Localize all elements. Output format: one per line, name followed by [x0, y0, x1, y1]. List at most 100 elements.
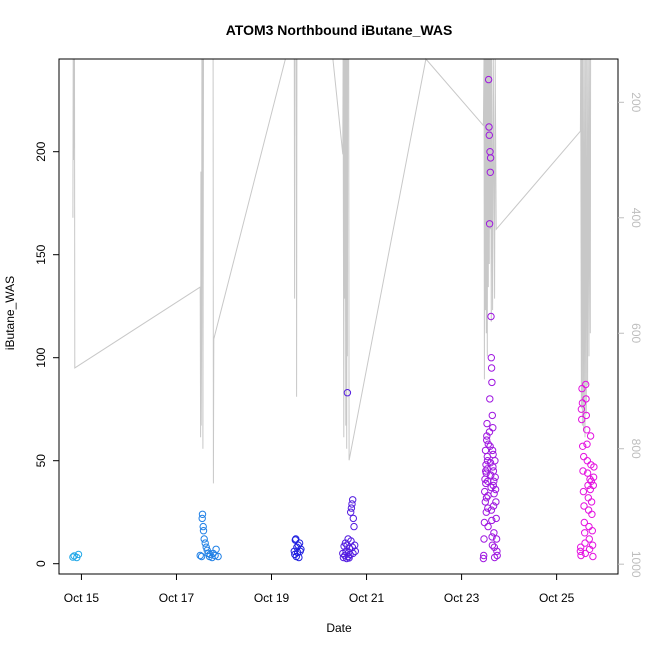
- data-point: [481, 487, 489, 496]
- x-tick-label: Oct 21: [349, 591, 385, 605]
- data-point: [200, 535, 208, 543]
- y-tick-label: 150: [34, 244, 48, 264]
- data-point: [492, 498, 500, 506]
- data-point: [588, 527, 596, 535]
- data-point: [485, 123, 493, 131]
- right-tick-label: 1000: [629, 551, 643, 578]
- data-point: [577, 543, 585, 551]
- data-point: [580, 452, 588, 461]
- data-point: [481, 498, 489, 506]
- data-point: [484, 504, 492, 512]
- data-point: [590, 463, 598, 471]
- data-point: [212, 545, 220, 553]
- data-point: [487, 354, 495, 362]
- data-point: [582, 380, 590, 389]
- data-point: [586, 475, 594, 483]
- data-point: [486, 168, 494, 177]
- data-point: [589, 481, 597, 490]
- data-point: [197, 552, 206, 561]
- data-point: [480, 535, 488, 543]
- data-point: [490, 543, 498, 551]
- data-point: [588, 541, 597, 549]
- data-point: [493, 551, 501, 560]
- x-tick-label: Oct 19: [254, 591, 290, 605]
- data-point: [492, 514, 500, 523]
- right-axis: 200 400 600 800 1000: [618, 92, 643, 578]
- data-point: [586, 432, 595, 440]
- data-point: [297, 545, 305, 553]
- data-point: [487, 471, 495, 479]
- right-tick-label: 600: [629, 323, 643, 343]
- data-point: [579, 487, 588, 496]
- x-tick-label: Oct 15: [64, 591, 100, 605]
- data-point: [581, 539, 589, 547]
- plot-frame: [58, 58, 619, 575]
- data-point: [579, 442, 587, 450]
- data-point: [480, 551, 488, 560]
- altitude-layer: [72, 57, 592, 484]
- data-point: [349, 496, 357, 504]
- data-point: [486, 154, 495, 162]
- data-point: [292, 535, 300, 543]
- x-tick-label: Oct 17: [159, 591, 195, 605]
- right-tick-label: 800: [629, 439, 643, 459]
- data-point: [339, 553, 348, 562]
- data-point: [484, 75, 493, 84]
- data-point: [483, 419, 491, 428]
- data-point: [589, 552, 597, 561]
- data-point: [587, 477, 595, 485]
- data-point: [350, 522, 358, 531]
- data-point: [583, 440, 591, 448]
- data-point: [488, 541, 497, 549]
- data-point: [486, 459, 495, 467]
- y-tick-label: 100: [34, 347, 48, 367]
- data-point: [199, 522, 207, 531]
- data-point: [481, 446, 490, 455]
- data-point: [488, 533, 496, 541]
- data-point: [348, 500, 356, 508]
- data-point: [492, 535, 501, 543]
- data-point: [582, 411, 590, 420]
- data-point: [578, 399, 587, 407]
- data-point: [587, 498, 596, 506]
- data-point: [349, 514, 357, 523]
- data-point: [576, 547, 585, 555]
- data-point: [487, 506, 496, 514]
- data-point: [199, 527, 208, 535]
- data-point: [578, 415, 586, 424]
- data-point: [583, 457, 591, 465]
- data-point: [490, 477, 498, 485]
- right-tick-label: 200: [629, 92, 643, 112]
- data-point: [74, 550, 83, 559]
- data-point: [488, 411, 496, 420]
- data-point: [490, 490, 498, 498]
- data-point: [585, 535, 593, 543]
- data-point: [346, 550, 354, 559]
- x-axis: Oct 15 Oct 17 Oct 19 Oct 21 Oct 23 Oct 25: [64, 574, 575, 605]
- x-tick-label: Oct 23: [444, 591, 480, 605]
- data-point: [589, 473, 598, 481]
- data-point: [214, 552, 222, 561]
- x-axis-label: Date: [326, 621, 352, 635]
- data-point: [485, 131, 493, 139]
- data-point: [345, 554, 353, 562]
- data-point: [487, 312, 495, 321]
- data-point: [482, 461, 490, 469]
- data-point: [584, 506, 593, 514]
- chart-title: ATOM3 Northbound iButane_WAS: [226, 22, 453, 38]
- y-tick-label: 200: [34, 141, 48, 161]
- data-point: [482, 469, 490, 477]
- data-point: [479, 554, 488, 563]
- data-point: [484, 440, 492, 448]
- data-point: [588, 510, 596, 518]
- data-point: [584, 494, 592, 502]
- data-point: [581, 549, 589, 558]
- data-point: [486, 395, 494, 403]
- data-point: [585, 522, 593, 531]
- x-tick-label: Oct 25: [539, 591, 575, 605]
- data-point: [480, 518, 489, 527]
- data-point: [347, 508, 355, 516]
- data-point: [489, 481, 497, 490]
